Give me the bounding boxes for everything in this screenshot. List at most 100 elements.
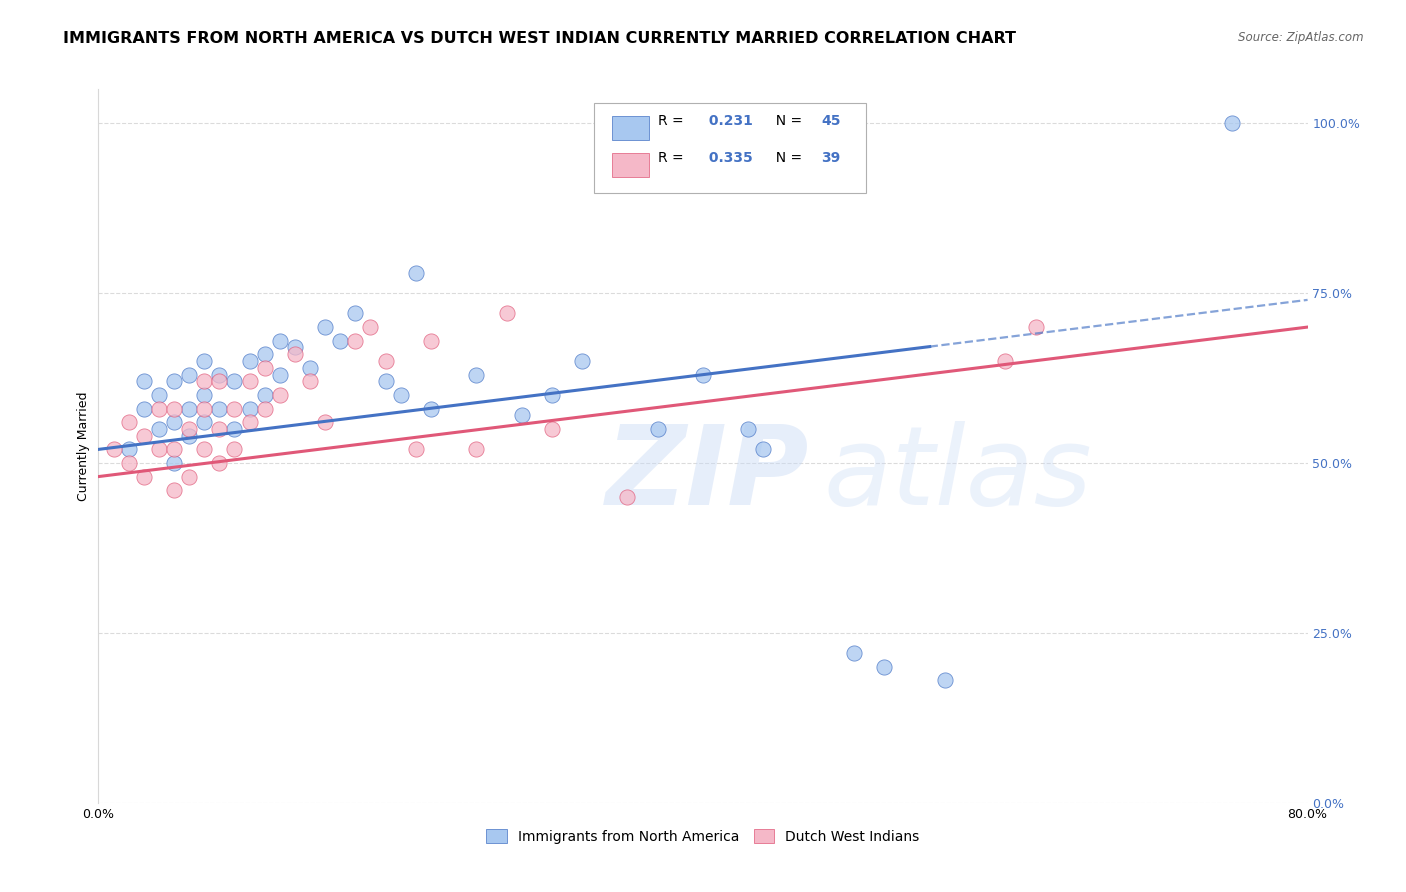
Point	[193, 442, 215, 457]
Point	[118, 456, 141, 470]
Bar	[613, 153, 648, 177]
Text: N =: N =	[768, 114, 807, 128]
Point	[179, 469, 201, 483]
Point	[253, 360, 276, 375]
Point	[269, 388, 291, 402]
Point	[208, 456, 231, 470]
Point	[179, 422, 201, 436]
Point	[284, 347, 307, 361]
Point	[737, 422, 759, 436]
Point	[132, 375, 155, 389]
Point	[193, 354, 215, 368]
Point	[314, 320, 336, 334]
Point	[132, 429, 155, 443]
Point	[253, 347, 276, 361]
Point	[239, 375, 262, 389]
Point	[465, 368, 488, 382]
Point	[118, 442, 141, 457]
Point	[420, 401, 443, 416]
Text: N =: N =	[768, 152, 807, 165]
Point	[148, 388, 170, 402]
Point	[284, 341, 307, 355]
Point	[540, 388, 562, 402]
Text: IMMIGRANTS FROM NORTH AMERICA VS DUTCH WEST INDIAN CURRENTLY MARRIED CORRELATION: IMMIGRANTS FROM NORTH AMERICA VS DUTCH W…	[63, 31, 1017, 46]
Point	[224, 401, 246, 416]
Point	[495, 306, 517, 320]
Point	[179, 368, 201, 382]
Point	[193, 375, 215, 389]
Point	[465, 442, 488, 457]
Point	[344, 334, 367, 348]
Point	[163, 456, 186, 470]
Point	[179, 401, 201, 416]
Point	[269, 334, 291, 348]
Point	[163, 483, 186, 498]
Point	[647, 422, 669, 436]
Point	[873, 660, 896, 674]
Point	[239, 354, 262, 368]
Point	[420, 334, 443, 348]
Point	[148, 442, 170, 457]
Point	[329, 334, 352, 348]
Point	[193, 415, 215, 429]
Y-axis label: Currently Married: Currently Married	[77, 392, 90, 500]
Text: R =: R =	[658, 152, 689, 165]
Point	[299, 360, 322, 375]
Point	[163, 401, 186, 416]
Point	[844, 646, 866, 660]
Point	[179, 429, 201, 443]
Point	[132, 469, 155, 483]
Point	[934, 673, 956, 688]
Point	[405, 266, 427, 280]
Point	[571, 354, 593, 368]
Point	[540, 422, 562, 436]
Point	[163, 375, 186, 389]
Point	[103, 442, 125, 457]
Point	[616, 490, 638, 504]
Text: Source: ZipAtlas.com: Source: ZipAtlas.com	[1239, 31, 1364, 45]
Bar	[613, 116, 648, 140]
Point	[510, 409, 533, 423]
Point	[344, 306, 367, 320]
Point	[208, 422, 231, 436]
Point	[163, 442, 186, 457]
Point	[692, 368, 714, 382]
Text: 45: 45	[821, 114, 841, 128]
Text: ZIP: ZIP	[606, 421, 810, 528]
Point	[994, 354, 1017, 368]
Point	[208, 375, 231, 389]
Point	[1220, 116, 1243, 130]
Point	[360, 320, 382, 334]
Text: 39: 39	[821, 152, 841, 165]
FancyBboxPatch shape	[595, 103, 866, 193]
Point	[314, 415, 336, 429]
Point	[752, 442, 775, 457]
Text: atlas: atlas	[824, 421, 1092, 528]
Point	[224, 422, 246, 436]
Point	[269, 368, 291, 382]
Point	[239, 415, 262, 429]
Text: R =: R =	[658, 114, 689, 128]
Point	[374, 375, 396, 389]
Point	[224, 442, 246, 457]
Point	[299, 375, 322, 389]
Point	[374, 354, 396, 368]
Point	[389, 388, 412, 402]
Point	[208, 368, 231, 382]
Text: 0.335: 0.335	[704, 152, 754, 165]
Point	[1024, 320, 1046, 334]
Point	[193, 401, 215, 416]
Legend: Immigrants from North America, Dutch West Indians: Immigrants from North America, Dutch Wes…	[481, 823, 925, 849]
Point	[118, 415, 141, 429]
Text: 0.231: 0.231	[704, 114, 754, 128]
Point	[253, 388, 276, 402]
Point	[224, 375, 246, 389]
Point	[148, 422, 170, 436]
Point	[253, 401, 276, 416]
Point	[163, 415, 186, 429]
Point	[193, 388, 215, 402]
Point	[239, 401, 262, 416]
Point	[148, 401, 170, 416]
Point	[132, 401, 155, 416]
Point	[405, 442, 427, 457]
